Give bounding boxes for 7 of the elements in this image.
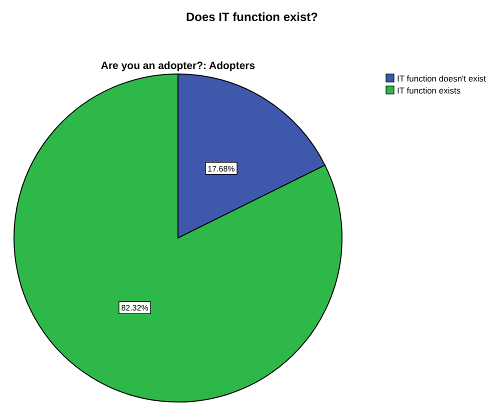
legend-label: IT function doesn't exist xyxy=(397,74,487,84)
chart-subtitle: Are you an adopter?: Adopters xyxy=(100,60,256,72)
legend-label: IT function exists xyxy=(397,86,461,96)
chart-title: Does IT function exist? xyxy=(186,10,318,24)
pie-slice xyxy=(14,74,342,402)
data-label: 17.68% xyxy=(208,164,235,174)
data-label: 82.32% xyxy=(121,304,148,313)
